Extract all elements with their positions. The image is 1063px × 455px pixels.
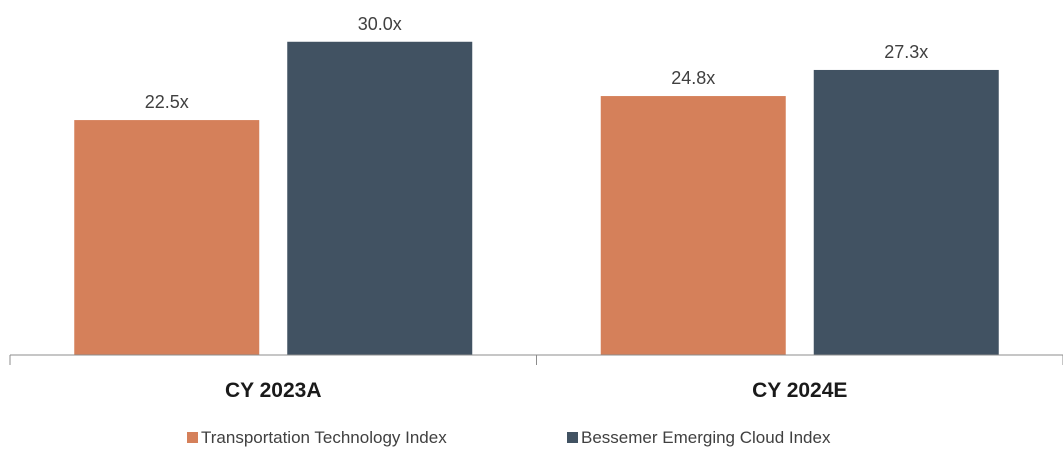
- bar: [287, 41, 473, 355]
- data-labels-layer: 22.5x 30.0x 24.8x 27.3x: [145, 14, 929, 112]
- legend-label: Bessemer Emerging Cloud Index: [581, 428, 831, 447]
- legend-label: Transportation Technology Index: [201, 428, 447, 447]
- bars-layer: [74, 41, 999, 356]
- bar: [813, 69, 999, 356]
- bar: [74, 120, 260, 355]
- bar: [600, 96, 786, 355]
- data-label: 27.3x: [884, 42, 928, 62]
- data-label: 24.8x: [671, 68, 715, 88]
- x-axis: CY 2023A CY 2024E: [9, 354, 1063, 402]
- x-tick-label: CY 2023A: [225, 379, 322, 402]
- legend-swatch: [187, 432, 198, 443]
- data-label: 30.0x: [358, 14, 402, 34]
- x-tick-label: CY 2024E: [752, 379, 847, 402]
- legend: Transportation Technology Index Bessemer …: [187, 428, 831, 447]
- data-label: 22.5x: [145, 92, 189, 112]
- legend-swatch: [567, 432, 578, 443]
